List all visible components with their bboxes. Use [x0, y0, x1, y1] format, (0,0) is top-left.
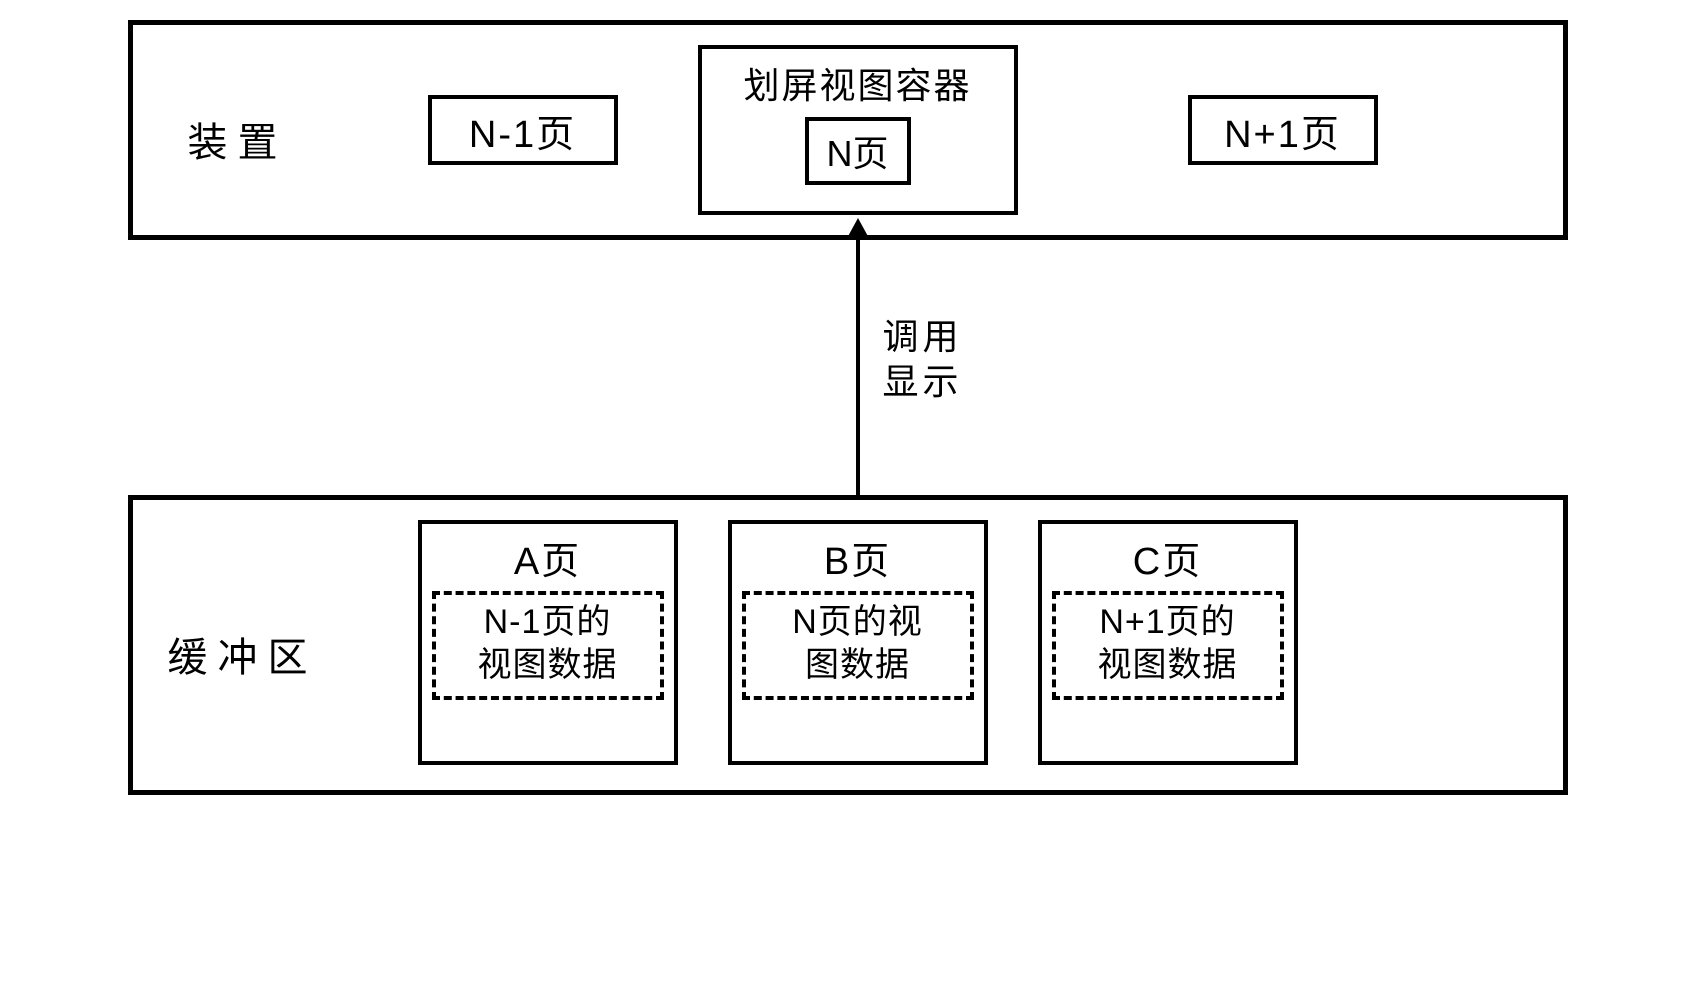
device-right-page: N+1页: [1188, 95, 1378, 165]
buffer-slot-c-data-line2: 视图数据: [1062, 644, 1274, 687]
buffer-slot-c-data-line1: N+1页的: [1062, 601, 1274, 644]
device-label: 装置: [188, 110, 288, 168]
buffer-slot-a-title: A页: [422, 530, 674, 585]
diagram-canvas: 装置 N-1页 划屏视图容器 N页 N+1页 调用 显示 缓冲区 A页 N-1页…: [128, 20, 1568, 820]
buffer-slot-a-data-line1: N-1页的: [442, 601, 654, 644]
buffer-slot-a-data: N-1页的 视图数据: [432, 591, 664, 700]
buffer-slot-a-data-line2: 视图数据: [442, 644, 654, 687]
arrow-head: [846, 218, 870, 240]
device-left-page: N-1页: [428, 95, 618, 165]
buffer-slot-b: B页 N页的视 图数据: [728, 520, 988, 765]
buffer-label: 缓冲区: [168, 625, 318, 683]
buffer-slot-c-title: C页: [1042, 530, 1294, 585]
arrow-line: [856, 237, 860, 497]
buffer-slot-a: A页 N-1页的 视图数据: [418, 520, 678, 765]
buffer-slot-c: C页 N+1页的 视图数据: [1038, 520, 1298, 765]
buffer-slot-b-title: B页: [732, 530, 984, 585]
arrow-label-line2: 显示: [883, 360, 963, 405]
buffer-slot-b-data-line2: 图数据: [752, 644, 964, 687]
swipe-container-page: N页: [805, 117, 911, 185]
buffer-slot-c-data: N+1页的 视图数据: [1052, 591, 1284, 700]
arrow-label: 调用 显示: [883, 315, 963, 405]
buffer-slot-b-data-line1: N页的视: [752, 601, 964, 644]
buffer-slot-b-data: N页的视 图数据: [742, 591, 974, 700]
swipe-view-container: 划屏视图容器 N页: [698, 45, 1018, 215]
arrow-label-line1: 调用: [883, 315, 963, 360]
swipe-container-title: 划屏视图容器: [702, 57, 1014, 109]
